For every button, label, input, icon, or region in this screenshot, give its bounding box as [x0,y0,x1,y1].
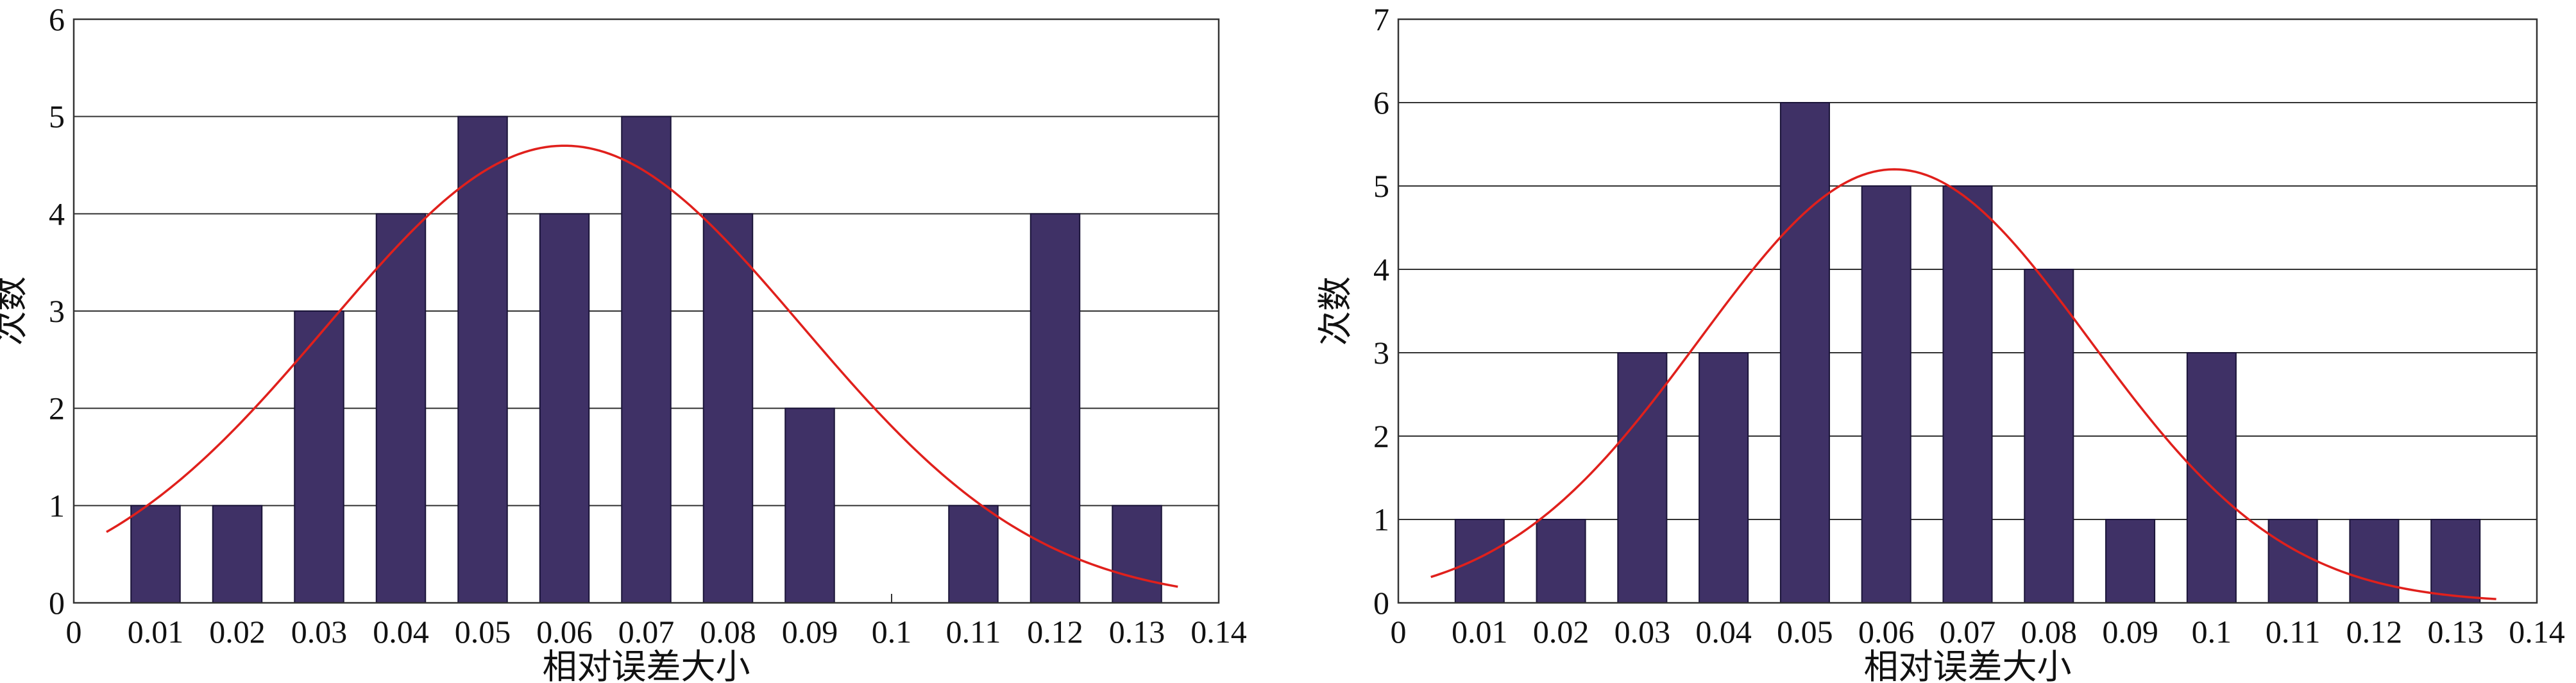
y-tick-label: 2 [49,391,65,426]
plot-frame [1397,18,2538,604]
x-tick-label: 0.11 [2266,614,2321,650]
x-tick-label: 0.14 [2509,614,2565,650]
x-tick-label: 0.02 [209,614,266,650]
bar-0.13 [2430,519,2481,603]
x-tick-label: 0.1 [872,614,912,650]
x-tick-label: 0.04 [373,614,429,650]
chart-1: 0 1 2 3 4 5 6 0 0.01 0.02 0.03 0.04 0.05 0.06 0.07 0.08… [0,1,1247,683]
x-tick-label: 0.13 [1109,614,1165,650]
y-tick-label: 3 [1373,335,1389,371]
x-tick-label: 0.07 [618,614,675,650]
bar-0.06 [539,213,590,604]
x-tick-label: 0.07 [1940,614,1996,650]
x-tick-label: 0.01 [1452,614,1508,650]
bar-0.04 [375,213,427,604]
x-tick-label: 0.08 [2021,614,2078,650]
bar-0.02 [212,505,263,603]
x-tick-label: 0.1 [2192,614,2232,650]
x-tick-label: 0.09 [782,614,838,650]
bar-0.04 [1699,352,1749,603]
bar-0.02 [1536,519,1586,603]
x-tick-label: 0.05 [1777,614,1833,650]
plot-frame [72,18,1220,604]
bar-0.05 [457,115,508,603]
x-axis-title: 相对误差大小 [1864,646,2072,683]
x-tick-label: 0 [66,614,82,650]
y-tick-label: 4 [1373,251,1389,287]
y-tick-label: 6 [49,1,65,37]
bar-0.08 [2024,269,2074,603]
bar-0.07 [1942,185,1993,603]
y-tick-label: 1 [49,487,65,523]
x-tick-label: 0.04 [1695,614,1752,650]
y-tick-label: 0 [1373,585,1389,621]
bar-0.06 [1861,185,1911,603]
x-tick-label: 0.14 [1191,614,1247,650]
bar-0.01 [1454,519,1505,603]
bar-0.03 [294,310,344,603]
bar-0.1 [2186,352,2237,603]
chart-2: 0 1 2 3 4 5 6 7 0 0.01 0.02 0.03 0.04 0.05 0.06 0.07 0.0… [1315,1,2565,683]
x-tick-label: 0.06 [1858,614,1915,650]
y-axis-title: 次数 [0,276,31,346]
bar-0.12 [1030,213,1081,604]
x-tick-label: 0.09 [2102,614,2158,650]
bar-0.09 [784,407,835,604]
x-tick-label: 0.13 [2427,614,2484,650]
y-tick-label: 1 [1373,502,1389,537]
bar-0.03 [1617,352,1668,603]
bar-0.13 [1112,505,1162,603]
y-tick-label: 6 [1373,85,1389,121]
bar-0.07 [621,115,672,603]
bar-0.11 [948,505,999,603]
bar-0.01 [130,505,181,603]
y-tick-label: 7 [1373,1,1389,37]
y-tick-label: 4 [49,196,65,232]
bar-0.05 [1779,102,1830,603]
y-axis-title: 次数 [1315,276,1355,346]
x-tick-label: 0.12 [2346,614,2403,650]
x-tick-label: 0.02 [1533,614,1589,650]
y-tick-label: 5 [1373,168,1389,204]
y-tick-label: 5 [49,99,65,135]
x-tick-label: 0.12 [1027,614,1083,650]
y-tick-label: 3 [49,293,65,329]
x-axis-title: 相对误差大小 [543,646,750,683]
y-tick-label: 2 [1373,418,1389,454]
bar-0.09 [2105,519,2156,603]
bar-0.11 [2267,519,2318,603]
x-tick-label: 0.05 [455,614,511,650]
fit-curve [1430,168,2496,600]
bar-0.12 [2349,519,2400,603]
bar-0.08 [702,213,754,604]
y-tick-label: 0 [49,585,65,621]
x-tick-label: 0.06 [536,614,593,650]
x-tick-label: 0.03 [1614,614,1671,650]
x-tick-label: 0.01 [128,614,184,650]
x-tick-label: 0.08 [700,614,756,650]
x-tick-label: 0.11 [946,614,1001,650]
x-tick-label: 0 [1391,614,1407,650]
x-tick-label: 0.03 [291,614,348,650]
fit-curve [106,144,1178,588]
